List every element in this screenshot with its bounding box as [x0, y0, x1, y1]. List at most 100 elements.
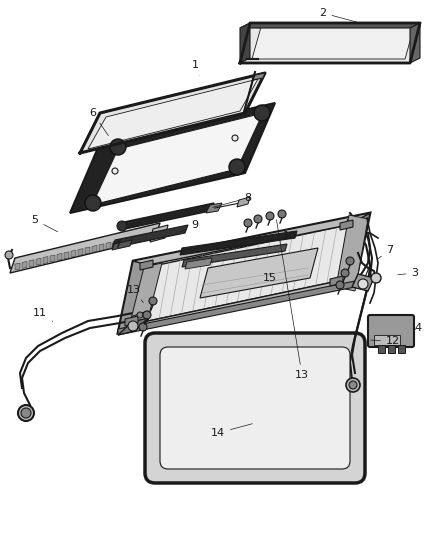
Polygon shape [36, 258, 41, 265]
Polygon shape [351, 274, 373, 291]
Polygon shape [205, 203, 222, 213]
Polygon shape [127, 237, 132, 245]
Circle shape [112, 168, 118, 174]
Polygon shape [112, 240, 132, 250]
Polygon shape [252, 73, 265, 80]
Circle shape [265, 212, 273, 220]
Text: 13: 13 [127, 285, 143, 303]
Polygon shape [92, 113, 262, 205]
Polygon shape [130, 263, 162, 323]
Polygon shape [80, 73, 265, 153]
Circle shape [340, 269, 348, 277]
Circle shape [345, 378, 359, 392]
Polygon shape [339, 220, 352, 230]
Circle shape [85, 195, 101, 211]
Polygon shape [99, 244, 104, 251]
Polygon shape [112, 225, 187, 248]
Polygon shape [113, 240, 118, 248]
Polygon shape [57, 253, 62, 261]
Polygon shape [43, 256, 48, 264]
Text: 7: 7 [376, 245, 392, 260]
Circle shape [143, 311, 151, 319]
Polygon shape [240, 23, 419, 63]
Circle shape [254, 105, 269, 121]
Polygon shape [141, 234, 146, 241]
Polygon shape [150, 225, 168, 242]
Polygon shape [70, 103, 274, 213]
Polygon shape [133, 213, 369, 265]
Circle shape [128, 321, 138, 331]
Polygon shape [64, 252, 69, 259]
Circle shape [229, 159, 244, 175]
Circle shape [148, 297, 157, 305]
Circle shape [357, 279, 367, 289]
Text: 10: 10 [262, 231, 297, 243]
Polygon shape [130, 311, 148, 326]
Circle shape [348, 381, 356, 389]
Circle shape [18, 405, 34, 421]
Polygon shape [335, 215, 367, 291]
Polygon shape [10, 223, 159, 273]
Polygon shape [88, 79, 258, 149]
Text: 3: 3 [397, 268, 417, 278]
Polygon shape [50, 255, 55, 262]
Text: 1: 1 [191, 60, 198, 75]
Bar [377, 345, 384, 353]
Polygon shape [15, 263, 20, 270]
Polygon shape [237, 197, 249, 207]
Bar [397, 345, 404, 353]
Polygon shape [120, 239, 125, 246]
FancyBboxPatch shape [367, 315, 413, 347]
Circle shape [345, 257, 353, 265]
Polygon shape [184, 258, 212, 269]
Circle shape [231, 135, 237, 141]
Circle shape [370, 273, 380, 283]
Text: 4: 4 [413, 323, 420, 333]
Circle shape [5, 251, 13, 259]
Polygon shape [148, 225, 347, 321]
Text: 15: 15 [262, 273, 276, 283]
Circle shape [335, 281, 343, 289]
Polygon shape [140, 260, 153, 270]
FancyBboxPatch shape [145, 333, 364, 483]
Text: 9: 9 [180, 220, 198, 232]
Circle shape [139, 323, 147, 331]
Polygon shape [200, 248, 317, 298]
Polygon shape [29, 260, 34, 267]
Circle shape [277, 210, 285, 218]
Polygon shape [22, 261, 27, 269]
Polygon shape [78, 248, 83, 256]
Text: 2: 2 [319, 8, 357, 22]
Polygon shape [85, 247, 90, 254]
Polygon shape [120, 203, 213, 230]
Text: 6: 6 [89, 108, 108, 136]
Polygon shape [148, 232, 153, 240]
Circle shape [137, 312, 143, 318]
Polygon shape [337, 213, 369, 285]
Text: 14: 14 [210, 424, 252, 438]
Text: 5: 5 [32, 215, 57, 232]
Polygon shape [106, 242, 111, 249]
Circle shape [110, 139, 126, 155]
Polygon shape [251, 27, 413, 59]
Polygon shape [329, 276, 342, 286]
Polygon shape [134, 236, 139, 243]
Polygon shape [118, 281, 354, 333]
Circle shape [21, 408, 31, 418]
Text: 8: 8 [212, 193, 251, 207]
Polygon shape [409, 23, 419, 63]
Polygon shape [118, 318, 148, 335]
Polygon shape [92, 245, 97, 253]
Polygon shape [118, 261, 158, 333]
FancyBboxPatch shape [159, 347, 349, 469]
Polygon shape [180, 231, 297, 255]
Text: 12: 12 [370, 336, 399, 346]
Polygon shape [240, 23, 419, 28]
Circle shape [254, 215, 261, 223]
Polygon shape [373, 335, 399, 345]
Polygon shape [118, 213, 369, 333]
Circle shape [244, 219, 251, 227]
Polygon shape [182, 244, 286, 267]
Bar [387, 345, 394, 353]
Circle shape [117, 221, 127, 231]
